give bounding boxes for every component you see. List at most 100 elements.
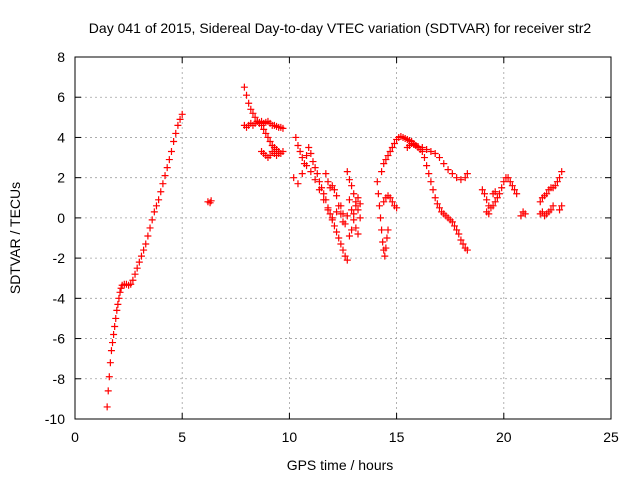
data-point: [328, 214, 336, 222]
data-point: [459, 240, 467, 248]
y-axis-label: SDTVAR / TECUs: [7, 182, 23, 294]
data-point: [393, 204, 401, 212]
data-point: [448, 170, 456, 178]
data-points: [103, 83, 566, 411]
data-point: [333, 192, 341, 200]
data-point: [326, 210, 334, 218]
x-axis-label: GPS time / hours: [287, 457, 394, 473]
data-point: [117, 284, 125, 292]
data-point: [333, 228, 341, 236]
data-point: [343, 256, 351, 264]
data-point: [279, 124, 287, 132]
data-point: [513, 190, 521, 198]
x-tick-label: 10: [282, 429, 298, 445]
data-point: [167, 148, 175, 156]
data-point: [496, 190, 504, 198]
data-point: [307, 168, 315, 176]
data-point: [105, 373, 113, 381]
data-point: [315, 178, 323, 186]
data-point: [378, 168, 386, 176]
data-point: [508, 182, 516, 190]
data-point: [330, 186, 338, 194]
data-point: [303, 152, 311, 160]
data-point: [444, 166, 452, 174]
data-point: [106, 359, 114, 367]
data-point: [483, 196, 491, 204]
data-point: [375, 202, 383, 210]
data-point: [343, 212, 351, 220]
y-axis-ticks: -10 -8 -6 -4 -2 0 2 4 6 8: [45, 49, 611, 427]
data-point: [140, 246, 148, 254]
data-point: [275, 150, 283, 158]
data-point: [337, 240, 345, 248]
data-point: [354, 230, 362, 238]
x-tick-label: 5: [178, 429, 186, 445]
data-point: [262, 129, 270, 137]
data-point: [247, 105, 255, 113]
data-point: [381, 252, 389, 260]
data-point: [435, 204, 443, 212]
data-point: [379, 238, 387, 246]
data-point: [549, 202, 557, 210]
data-point: [431, 194, 439, 202]
data-point: [478, 186, 486, 194]
data-point: [378, 226, 386, 234]
plot-frame: [74, 56, 612, 420]
data-point: [115, 294, 123, 302]
y-tick-label: -10: [45, 411, 65, 427]
y-tick-label: 2: [57, 170, 65, 186]
x-tick-label: 15: [389, 429, 405, 445]
data-point: [163, 164, 171, 172]
data-point: [152, 202, 160, 210]
y-tick-label: -2: [53, 250, 66, 266]
data-point: [380, 198, 388, 206]
data-point: [348, 182, 356, 190]
data-point: [103, 403, 111, 411]
data-point: [558, 168, 566, 176]
data-point: [113, 306, 121, 314]
data-point: [551, 182, 559, 190]
data-point: [380, 160, 388, 168]
data-point: [109, 339, 117, 347]
data-point: [418, 144, 426, 151]
data-point: [435, 154, 443, 162]
data-point: [294, 180, 302, 188]
data-point: [350, 210, 358, 218]
data-point: [172, 129, 180, 137]
data-point: [137, 252, 145, 260]
data-point: [260, 125, 268, 133]
data-point: [313, 170, 321, 178]
data-point: [330, 222, 338, 230]
data-point: [356, 200, 364, 208]
data-point: [311, 164, 319, 172]
data-point: [388, 198, 396, 206]
data-point: [148, 216, 156, 224]
data-point: [345, 196, 353, 204]
x-tick-label: 25: [603, 429, 619, 445]
data-point: [500, 178, 508, 186]
data-point: [498, 184, 506, 192]
data-point: [457, 176, 465, 184]
data-point: [485, 210, 493, 218]
data-point: [431, 150, 439, 158]
data-point: [266, 137, 274, 145]
data-point: [504, 174, 512, 182]
data-point: [384, 226, 392, 234]
data-point: [251, 113, 259, 121]
data-point: [423, 162, 431, 170]
data-point: [345, 232, 353, 240]
data-point: [382, 244, 390, 252]
data-point: [290, 174, 298, 182]
data-point: [298, 154, 306, 162]
x-axis-ticks: 0 5 10 15 20 25: [71, 57, 619, 445]
data-point: [307, 150, 315, 158]
data-point: [558, 202, 566, 210]
data-point: [144, 232, 152, 240]
data-point: [455, 230, 463, 238]
data-point: [547, 206, 555, 214]
data-point: [305, 144, 313, 151]
gridlines: [75, 57, 611, 419]
data-point: [390, 139, 398, 147]
data-point: [348, 226, 356, 234]
data-point: [324, 178, 332, 186]
